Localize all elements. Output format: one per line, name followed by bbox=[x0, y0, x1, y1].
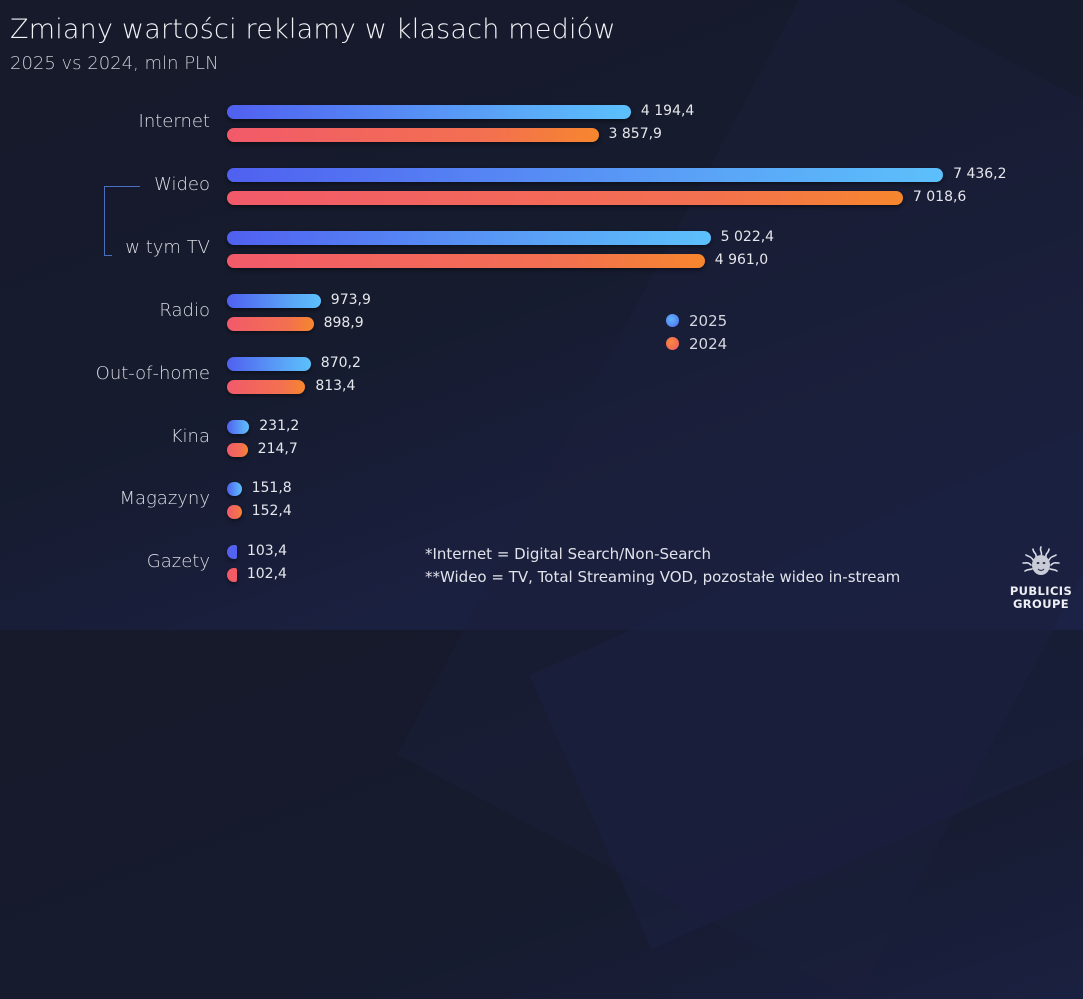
bar-2025 bbox=[227, 105, 631, 119]
subset-bracket-bottom bbox=[104, 255, 112, 256]
bar-2024 bbox=[227, 316, 314, 331]
value-label-2024: 4 961,0 bbox=[714, 251, 769, 268]
legend-label: 2024 bbox=[689, 334, 728, 353]
category-label: Internet bbox=[138, 111, 210, 132]
category-label: w tym TV bbox=[125, 236, 210, 258]
value-label-2025: 103,4 bbox=[246, 543, 288, 560]
lion-head-icon bbox=[1022, 546, 1060, 575]
value-label-2025: 5 022,4 bbox=[720, 228, 775, 245]
bar-2025 bbox=[227, 167, 944, 182]
subset-bracket bbox=[104, 186, 106, 256]
value-label-2025: 973,9 bbox=[330, 291, 371, 308]
category-label: Gazety bbox=[146, 551, 210, 573]
value-label-2025: 151,8 bbox=[251, 480, 292, 497]
bar-2024 bbox=[227, 190, 903, 205]
value-label-2024: 3 857,9 bbox=[608, 126, 662, 142]
chart-subtitle: 2025 vs 2024, mln PLN bbox=[10, 53, 219, 74]
bar-2025 bbox=[227, 545, 237, 560]
bar-2025 bbox=[227, 482, 242, 497]
bar-2025 bbox=[227, 356, 311, 371]
legend-dot-2024-icon bbox=[666, 337, 679, 350]
legend: 2025 2024 bbox=[666, 309, 727, 355]
bar-2024 bbox=[227, 379, 306, 394]
legend-label: 2025 bbox=[689, 311, 728, 330]
category-label: Radio bbox=[159, 299, 210, 321]
category-label: Wideo bbox=[154, 173, 210, 195]
bar-2025 bbox=[227, 230, 711, 245]
bar-2024 bbox=[227, 568, 237, 583]
value-label-2024: 898,9 bbox=[323, 314, 364, 331]
footnote-wideo: **Wideo = TV, Total Streaming VOD, pozos… bbox=[425, 568, 901, 586]
value-label-2025: 231,2 bbox=[259, 417, 300, 434]
value-label-2024: 102,4 bbox=[246, 566, 287, 583]
bar-2024 bbox=[227, 128, 599, 142]
value-label-2025: 4 194,4 bbox=[640, 103, 695, 119]
category-label: Kina bbox=[170, 425, 210, 447]
value-label-2024: 813,4 bbox=[315, 377, 356, 394]
value-label-2024: 152,4 bbox=[251, 503, 292, 520]
bar-2024 bbox=[227, 442, 248, 457]
bar-2025 bbox=[227, 419, 250, 434]
value-label-2025: 870,2 bbox=[320, 354, 361, 371]
legend-dot-2025-icon bbox=[666, 314, 679, 327]
bar-2024 bbox=[227, 505, 242, 520]
logo-text-groupe: GROUPE bbox=[1012, 597, 1070, 611]
logo-text-publicis: PUBLICIS bbox=[1009, 584, 1073, 598]
value-label-2024: 7 018,6 bbox=[912, 188, 967, 205]
value-label-2025: 7 436,2 bbox=[953, 165, 1007, 182]
legend-item-2024: 2024 bbox=[666, 332, 727, 355]
publicis-groupe-logo: PUBLICIS GROUPE bbox=[1005, 543, 1077, 611]
subset-bracket-top bbox=[104, 186, 140, 187]
legend-item-2025: 2025 bbox=[666, 309, 727, 332]
chart-title: Zmiany wartości reklamy w klasach mediów bbox=[10, 14, 616, 45]
footnote-internet: *Internet = Digital Search/Non-Search bbox=[425, 545, 712, 563]
bar-2024 bbox=[227, 253, 705, 268]
category-label: Magazyny bbox=[119, 488, 210, 510]
bar-2025 bbox=[227, 293, 321, 308]
category-label: Out-of-home bbox=[95, 362, 210, 384]
value-label-2024: 214,7 bbox=[257, 440, 298, 457]
